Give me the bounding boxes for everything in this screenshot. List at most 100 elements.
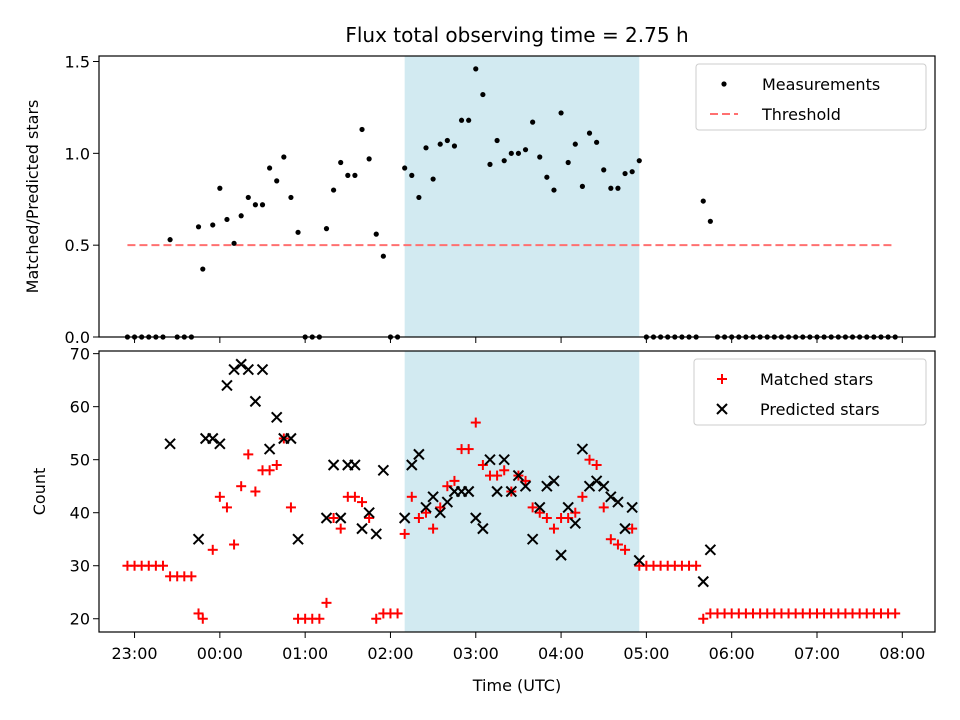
predicted-star-point — [413, 448, 425, 461]
top-panel: 0.0 0.5 1.0 1.5 Matched/Predicted stars Flux … — [23, 23, 936, 347]
x-stroke-b — [192, 533, 205, 545]
x-stroke-b — [413, 448, 425, 461]
x-stroke-b — [569, 517, 581, 530]
predicted-star-point — [420, 501, 432, 514]
matched-star-point — [221, 502, 232, 513]
measurement-point — [601, 167, 607, 173]
matched-star-point — [620, 544, 631, 555]
matched-star-point — [186, 571, 197, 582]
matched-star-point — [577, 491, 588, 502]
bottom-panel: 20 30 40 50 60 70 23:00 00:00 01:00 02:00 03:00 04:… — [30, 345, 936, 695]
measurement-point — [231, 240, 237, 246]
predicted-star-point — [320, 512, 333, 524]
measurement-point — [245, 194, 251, 201]
x-stroke-b — [605, 491, 617, 503]
x-stroke-b — [626, 501, 638, 514]
x-stroke-b — [164, 438, 176, 450]
predicted-star-point — [370, 528, 382, 540]
x-stroke-b — [420, 501, 432, 514]
predicted-star-point — [548, 475, 560, 487]
matched-star-point — [598, 502, 609, 513]
matched-star-point — [399, 528, 410, 539]
legend: Measurements Threshold — [695, 63, 927, 131]
measurement-point — [416, 194, 422, 201]
x-stroke-b — [526, 533, 539, 545]
x-tick-label: 00:00 — [197, 644, 243, 663]
measurement-point — [252, 202, 258, 208]
x-stroke-b — [590, 475, 603, 487]
matched-star-point — [243, 449, 254, 460]
x-axis-label: Time (UTC) — [472, 676, 561, 695]
measurement-point — [167, 237, 173, 243]
predicted-star-point — [633, 554, 645, 567]
predicted-star-point — [512, 469, 525, 482]
x-stroke-b — [491, 485, 503, 498]
measurement-point — [409, 172, 415, 178]
x-tick-label: 23:00 — [111, 644, 157, 663]
matched-star-point — [492, 470, 503, 481]
measurement-point — [501, 158, 507, 164]
measurement-point — [295, 229, 301, 235]
x-tick-label: 01:00 — [282, 644, 328, 663]
predicted-star-point — [605, 491, 617, 503]
measurement-point — [217, 185, 223, 191]
predicted-star-point — [441, 496, 454, 508]
predicted-star-point — [334, 512, 347, 524]
x-stroke-b — [363, 507, 375, 519]
x-stroke-b — [214, 438, 226, 450]
measurement-point — [615, 185, 621, 191]
legend-label: Matched stars — [760, 370, 873, 389]
measurement-point — [629, 169, 635, 175]
measurement-point — [338, 159, 344, 166]
x-stroke-b — [377, 464, 390, 476]
x-stroke-b — [555, 549, 567, 561]
predicted-star-point — [292, 533, 304, 545]
matched-star-point — [584, 454, 595, 465]
x-tick-label: 02:00 — [367, 644, 413, 663]
predicted-star-point — [249, 395, 262, 408]
x-stroke-b — [249, 395, 262, 408]
matched-star-point — [605, 534, 616, 545]
measurement-point — [579, 183, 586, 189]
matched-star-point — [335, 523, 346, 534]
predicted-star-point — [221, 379, 233, 392]
x-stroke-b — [256, 363, 269, 376]
matched-star-point — [371, 613, 382, 624]
measurement-point — [551, 187, 557, 193]
x-stroke-b — [356, 522, 368, 535]
matched-star-point — [157, 560, 168, 571]
matched-star-point — [534, 507, 545, 518]
matched-star-point — [470, 417, 481, 428]
series-matched-stars — [122, 417, 901, 624]
predicted-star-point — [263, 443, 276, 455]
measurement-point — [544, 174, 550, 180]
axes-frame — [98, 55, 936, 338]
x-stroke-b — [320, 512, 333, 524]
measurement-point — [700, 198, 706, 204]
predicted-star-point — [462, 485, 475, 498]
x-tick-label: 06:00 — [709, 644, 755, 663]
matched-star-point — [392, 608, 403, 619]
predicted-star-point — [242, 363, 254, 376]
matched-star-point — [229, 539, 240, 550]
predicted-star-point — [505, 485, 518, 498]
measurement-point — [586, 130, 593, 136]
predicted-star-point — [427, 491, 439, 503]
matched-star-point — [264, 465, 275, 476]
predicted-star-point — [228, 363, 240, 376]
highlight-span — [404, 351, 640, 632]
x-stroke-b — [334, 512, 347, 524]
x-stroke-b — [285, 432, 297, 445]
predicted-star-point — [541, 480, 553, 492]
predicted-star-point — [327, 459, 340, 471]
measurement-point — [210, 222, 216, 228]
axes-frame — [98, 350, 936, 633]
measurement-point — [274, 178, 280, 184]
x-stroke-b — [704, 544, 717, 556]
chart-title: Flux total observing time = 2.75 h — [345, 23, 688, 47]
measurement-point — [494, 137, 500, 144]
x-tick-label: 03:00 — [453, 644, 499, 663]
measurement-point — [530, 119, 536, 125]
